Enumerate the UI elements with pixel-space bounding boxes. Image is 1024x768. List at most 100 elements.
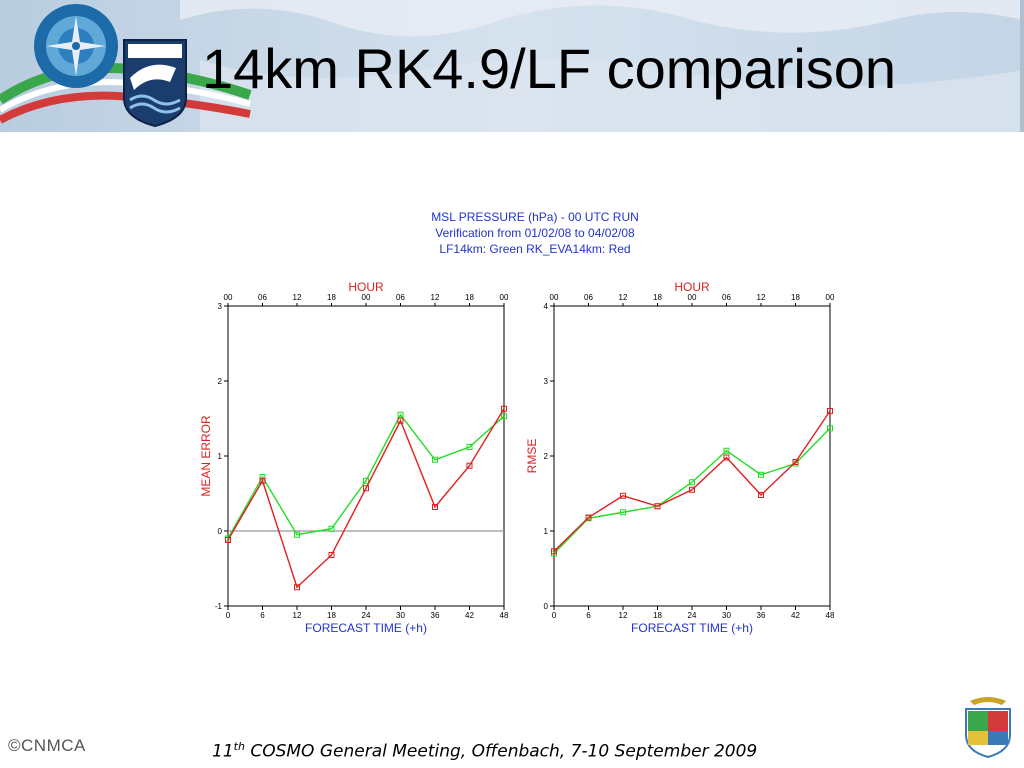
chart1-series-1-point-2 (294, 584, 300, 591)
chart1-top-tick-label-1: 06 (258, 293, 267, 302)
chart2-series-0-point-4 (689, 479, 695, 486)
chart1-y-tick-label-4: 3 (218, 302, 223, 311)
footer-ordinal-suffix: th (233, 740, 245, 753)
chart1-series-1-point-7 (466, 462, 473, 469)
chart1-top-tick-label-7: 18 (465, 293, 474, 302)
chart2-x-tick-label-6: 36 (757, 611, 766, 620)
chart1-series-0-point-2 (294, 531, 300, 538)
chart2-top-axis-label: HOUR (674, 280, 710, 294)
chart2-y-axis-label: RMSE (525, 439, 539, 474)
chart2-series-1-line (553, 410, 831, 552)
chart1-y-tick-label-1: 0 (218, 527, 223, 536)
chart2-y-tick-label-4: 4 (544, 302, 549, 311)
footer-meeting-text: COSMO General Meeting, Offenbach, 7-10 S… (244, 741, 758, 762)
chart1-plot-frame (227, 305, 505, 607)
chart2-y-tick-label-1: 1 (544, 527, 549, 536)
footer-ordinal-number: 11 (212, 741, 234, 762)
comparison-charts: -101230006061212181824003006361242184800… (199, 280, 835, 635)
chart2-series-1-point-5 (723, 454, 730, 461)
chart1-series-0-line (227, 413, 505, 539)
chart2-series-1-point-6 (758, 492, 764, 498)
chart2-series-0-point-2 (620, 509, 626, 516)
chart2-series-0-point-6 (758, 471, 764, 478)
chart1-series-1-point-8 (501, 405, 507, 412)
chart1-series-0-point-4 (363, 477, 369, 484)
chart2-y-tick-label-2: 2 (544, 452, 549, 461)
chart1-series-0-point-7 (466, 444, 473, 450)
chart1-top-axis-label: HOUR (348, 280, 384, 294)
chart1-series-0-point-6 (432, 456, 438, 463)
chart2-top-tick-label-3: 18 (653, 293, 662, 302)
meteorological-service-logo (30, 2, 130, 90)
chart1-series-1-point-3 (328, 552, 335, 558)
chart-header-line-3: LF14km: Green RK_EVA14km: Red (439, 242, 631, 256)
chart2-x-tick-label-4: 24 (688, 611, 697, 620)
chart2-top-tick-label-0: 00 (550, 293, 559, 302)
chart2-x-tick-label-7: 42 (791, 611, 800, 620)
chart1-series-1-line (227, 408, 505, 589)
chart1-y-axis-label: MEAN ERROR (199, 415, 213, 497)
chart2-y-tick-label-0: 0 (544, 602, 549, 611)
chart2-top-tick-label-7: 18 (791, 293, 800, 302)
chart2-series-0-line (553, 427, 831, 554)
chart2-x-tick-label-2: 12 (619, 611, 628, 620)
chart1-top-tick-label-8: 00 (500, 293, 509, 302)
chart2-top-tick-label-6: 12 (757, 293, 766, 302)
chart1-series-0-point-3 (328, 525, 335, 532)
chart2-series-0-point-5 (723, 447, 730, 454)
chart1-x-axis-label: FORECAST TIME (+h) (305, 621, 427, 635)
page-title: 14km RK4.9/LF comparison (202, 37, 897, 100)
chart2-series-1-point-3 (654, 503, 661, 510)
chart1-series-1-point-6 (432, 504, 438, 510)
chart1-series-1-point-4 (363, 485, 369, 492)
chart2-series-1-point-7 (792, 459, 799, 465)
chart1-y-tick-label-0: -1 (215, 602, 223, 611)
chart1-top-tick-label-0: 00 (224, 293, 233, 302)
chart2-top-tick-label-1: 06 (584, 293, 593, 302)
chart-header: MSL PRESSURE (hPa) - 00 UTC RUN Verifica… (360, 209, 710, 257)
chart2-series-1-point-2 (620, 492, 626, 499)
chart2-x-tick-label-8: 48 (826, 611, 835, 620)
chart2-x-tick-label-0: 0 (552, 611, 557, 620)
cnmca-shield-logo (120, 38, 190, 128)
chart2-series-0-point-8 (827, 425, 833, 432)
chart1-x-tick-label-8: 48 (500, 611, 509, 620)
chart-header-line-1: MSL PRESSURE (hPa) - 00 UTC RUN (431, 210, 639, 224)
chart1-y-tick-label-3: 2 (218, 377, 223, 386)
chart1-top-tick-label-2: 12 (293, 293, 302, 302)
chart2-x-axis-label: FORECAST TIME (+h) (631, 621, 753, 635)
chart1-top-tick-label-6: 12 (431, 293, 440, 302)
chart2-top-tick-label-4: 00 (688, 293, 697, 302)
chart1-x-tick-label-4: 24 (362, 611, 371, 620)
chart1-top-tick-label-5: 06 (396, 293, 405, 302)
chart1-x-tick-label-2: 12 (293, 611, 302, 620)
chart1-series-1-point-5 (397, 417, 404, 424)
chart1-x-tick-label-6: 36 (431, 611, 440, 620)
chart1-x-tick-label-7: 42 (465, 611, 474, 620)
chart2-top-tick-label-8: 00 (826, 293, 835, 302)
chart2-x-tick-label-5: 30 (722, 611, 731, 620)
chart2-series-1-point-4 (689, 486, 695, 493)
chart1-series-0-point-5 (397, 411, 404, 418)
chart2-series-1-point-1 (585, 514, 592, 521)
footer-meeting-info: 11th COSMO General Meeting, Offenbach, 7… (212, 740, 832, 762)
chart1-series-1-point-0 (225, 537, 231, 543)
chart-header-line-2: Verification from 01/02/08 to 04/02/08 (435, 226, 635, 240)
chart2-plot-frame (553, 305, 831, 607)
footer-copyright: ©CNMCA (8, 736, 86, 755)
chart2-x-tick-label-3: 18 (653, 611, 662, 620)
chart1-x-tick-label-3: 18 (327, 611, 336, 620)
chart1-series-1-point-1 (259, 477, 266, 484)
chart1-top-tick-label-3: 18 (327, 293, 336, 302)
chart2-series-1-point-8 (827, 408, 833, 414)
chart2-top-tick-label-2: 12 (619, 293, 628, 302)
chart2-series-1-point-0 (551, 548, 557, 555)
charts-container: -1 0 1 2 3 0 00 6 06 12 12 18 18 24 00 30 06 36 12 42 18 48 00… (190, 275, 850, 645)
chart2-y-tick-label-3: 3 (544, 377, 549, 386)
chart2-top-tick-label-5: 06 (722, 293, 731, 302)
chart1-x-tick-label-1: 6 (260, 611, 265, 620)
chart1-y-tick-label-2: 1 (218, 452, 223, 461)
chart1-series-0-point-8 (501, 413, 507, 420)
chart1-x-tick-label-0: 0 (226, 611, 231, 620)
chart1-top-tick-label-4: 00 (362, 293, 371, 302)
